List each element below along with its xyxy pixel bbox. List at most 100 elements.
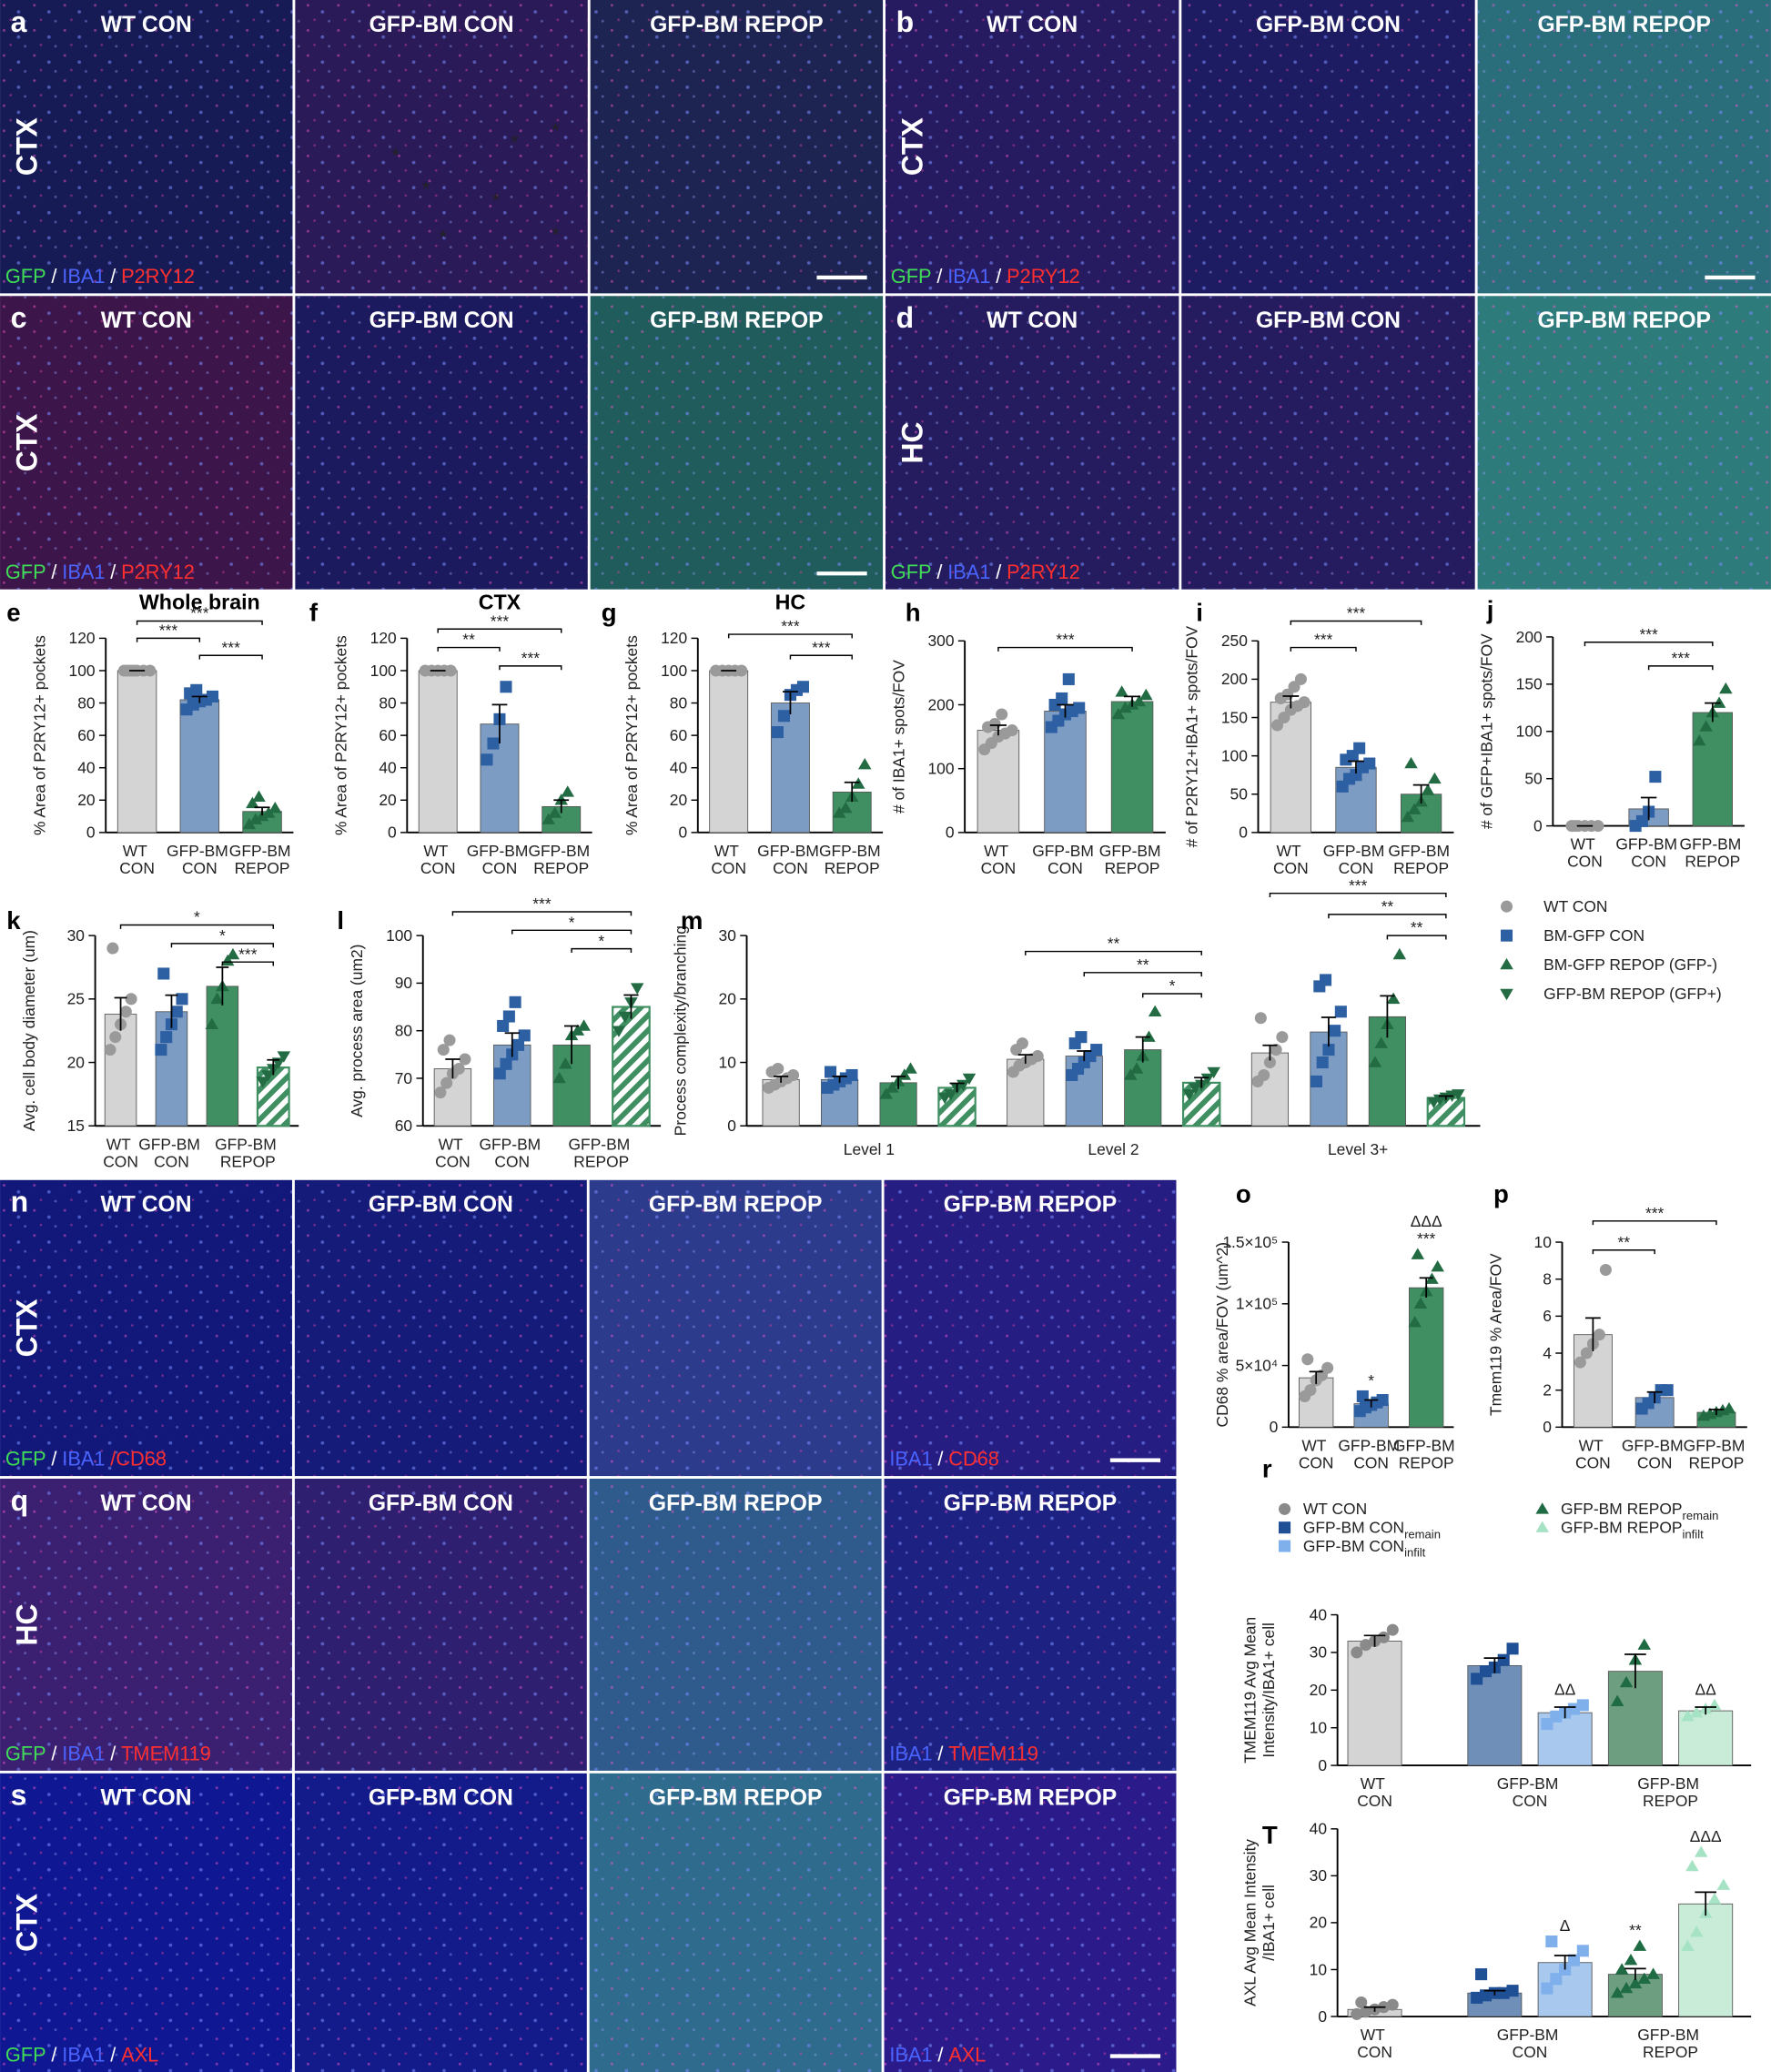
- data-point: [904, 1062, 917, 1074]
- x-tick-label-line: REPOP: [235, 859, 290, 877]
- y-axis-label: # of P2RY12+IBA1+ spots/FOV: [1183, 625, 1201, 847]
- data-point: [1624, 1953, 1638, 1966]
- data-point: [1062, 672, 1075, 685]
- bar: [256, 1066, 290, 1127]
- panel-letter: d: [896, 301, 915, 334]
- legend-name: GFP-BM REPOP: [1561, 1519, 1682, 1537]
- data-point: [1506, 1985, 1519, 1997]
- x-tick-label-line: CON: [773, 859, 808, 877]
- legend-label: BM-GFP CON: [1543, 926, 1644, 945]
- y-tick-label: 0: [1533, 816, 1543, 834]
- chart: 0 10 20 30 40 AXL Avg Mean Intensity/IBA1+ ce…: [1241, 1820, 1752, 2061]
- data-point: [1567, 1703, 1581, 1715]
- data-point: [277, 1051, 291, 1063]
- legend-name: WT CON: [1303, 1500, 1367, 1518]
- x-tick-label: GFP-BM REPOP: [569, 1135, 635, 1170]
- significance-bracket: [136, 620, 263, 625]
- y-tick-label: 200: [927, 695, 954, 713]
- data-point: [268, 801, 282, 814]
- significance-label: ***: [532, 894, 552, 913]
- data-point: [1129, 1062, 1144, 1074]
- micrograph-texture: [589, 1478, 882, 1771]
- stain-label: IBA1/TMEM119: [889, 1742, 1038, 1764]
- chart: 60 70 80 90 100 Avg. process area (um2)l WT CO…: [337, 894, 662, 1170]
- x-tick-label-line: CON: [1357, 2043, 1392, 2061]
- y-tick-label: 100: [370, 662, 397, 680]
- x-tick-label-line: WT: [423, 842, 452, 860]
- panel-letter: c: [11, 301, 27, 334]
- significance-bracket: [499, 665, 562, 671]
- data-point: [1408, 1315, 1422, 1328]
- x-tick-label: WT CON: [420, 842, 456, 877]
- stain-part: TMEM119: [121, 1742, 211, 1764]
- significance-bracket: [451, 911, 632, 916]
- y-tick-label: 0: [678, 824, 687, 842]
- micrograph-texture: [1181, 0, 1475, 294]
- panel-letter: T: [1262, 1821, 1278, 1849]
- bar-annotation: *: [1368, 1371, 1374, 1390]
- x-tick-label-line: WT: [1361, 1774, 1390, 1793]
- y-tick-label: 40: [379, 759, 396, 777]
- y-tick-label: 25: [67, 990, 85, 1008]
- data-point: [1694, 1845, 1708, 1857]
- data-point: [1541, 1718, 1553, 1731]
- micrograph-texture: [294, 1179, 587, 1477]
- data-point: [1351, 2007, 1363, 2020]
- data-point: [1320, 974, 1332, 986]
- stain-label: GFP / IBA1/P2RY12: [5, 561, 195, 583]
- x-tick-label: Level 3+: [1328, 1140, 1388, 1158]
- y-tick-label: 1×10⁵: [1236, 1295, 1278, 1313]
- data-point: [1351, 1646, 1363, 1659]
- bar-annotation: **: [1629, 1921, 1642, 1939]
- panel-title: GFP-BM REPOP: [649, 1491, 823, 1516]
- stain-part: GFP: [5, 265, 46, 288]
- data-point: [1619, 1981, 1634, 1994]
- significance-label: ***: [1672, 649, 1691, 667]
- micrograph-texture: [1477, 0, 1771, 294]
- significance-label: ***: [1349, 876, 1368, 894]
- x-tick-label-line: GFP-BM: [1032, 842, 1098, 860]
- y-tick-label: 10: [1310, 1960, 1327, 1978]
- data-point: [962, 1073, 977, 1086]
- y-axis-label: % Area of P2RY12+ pockets: [622, 635, 641, 835]
- stain-part: GFP: [5, 1447, 46, 1470]
- panel-title: GFP-BM REPOP: [650, 13, 824, 37]
- significance-label: **: [1137, 955, 1149, 974]
- y-axis-label: # of GFP+IBA1+ spots/FOV: [1478, 633, 1496, 829]
- data-point: [777, 710, 790, 723]
- stain-part: AXL: [948, 2043, 986, 2066]
- data-point: [1428, 772, 1442, 784]
- data-point: [1475, 1968, 1488, 1981]
- y-tick-label: 250: [1221, 632, 1248, 650]
- data-point: [1016, 1037, 1028, 1050]
- y-tick-label: 20: [67, 1053, 85, 1071]
- data-point: [220, 954, 235, 966]
- region-label: CTX: [11, 413, 44, 472]
- significance-label: ***: [521, 649, 541, 667]
- x-tick-label: GFP-BM REPOP: [229, 842, 296, 877]
- x-tick-label: WT CON: [1567, 835, 1603, 871]
- asterisk: *: [552, 119, 560, 142]
- x-tick-label-line: CON: [1047, 859, 1083, 877]
- panel-letter: l: [337, 906, 344, 935]
- stain-label: GFP / IBA1/P2RY12: [5, 265, 195, 288]
- data-point: [1360, 1639, 1372, 1652]
- significance-label: ***: [1347, 604, 1366, 622]
- data-point: [1681, 1939, 1695, 1951]
- micrograph-texture: [884, 1478, 1177, 1771]
- legend-marker: [1500, 929, 1513, 942]
- significance-label: ***: [190, 604, 209, 622]
- stain-part: /: [110, 2043, 116, 2066]
- panel-letter: o: [1236, 1179, 1251, 1208]
- data-point: [1707, 1698, 1722, 1711]
- data-point: [612, 1026, 626, 1037]
- data-point: [125, 993, 137, 1006]
- x-tick-label: Level 2: [1088, 1140, 1138, 1158]
- x-tick-label-line: WT: [439, 1135, 468, 1153]
- data-point: [1712, 696, 1726, 708]
- data-point: [1258, 1068, 1270, 1082]
- x-tick-label: GFP-BM CON: [757, 842, 824, 877]
- data-point: [119, 1006, 132, 1018]
- y-tick-label: 0: [946, 824, 955, 842]
- stain-part: IBA1: [889, 1742, 932, 1764]
